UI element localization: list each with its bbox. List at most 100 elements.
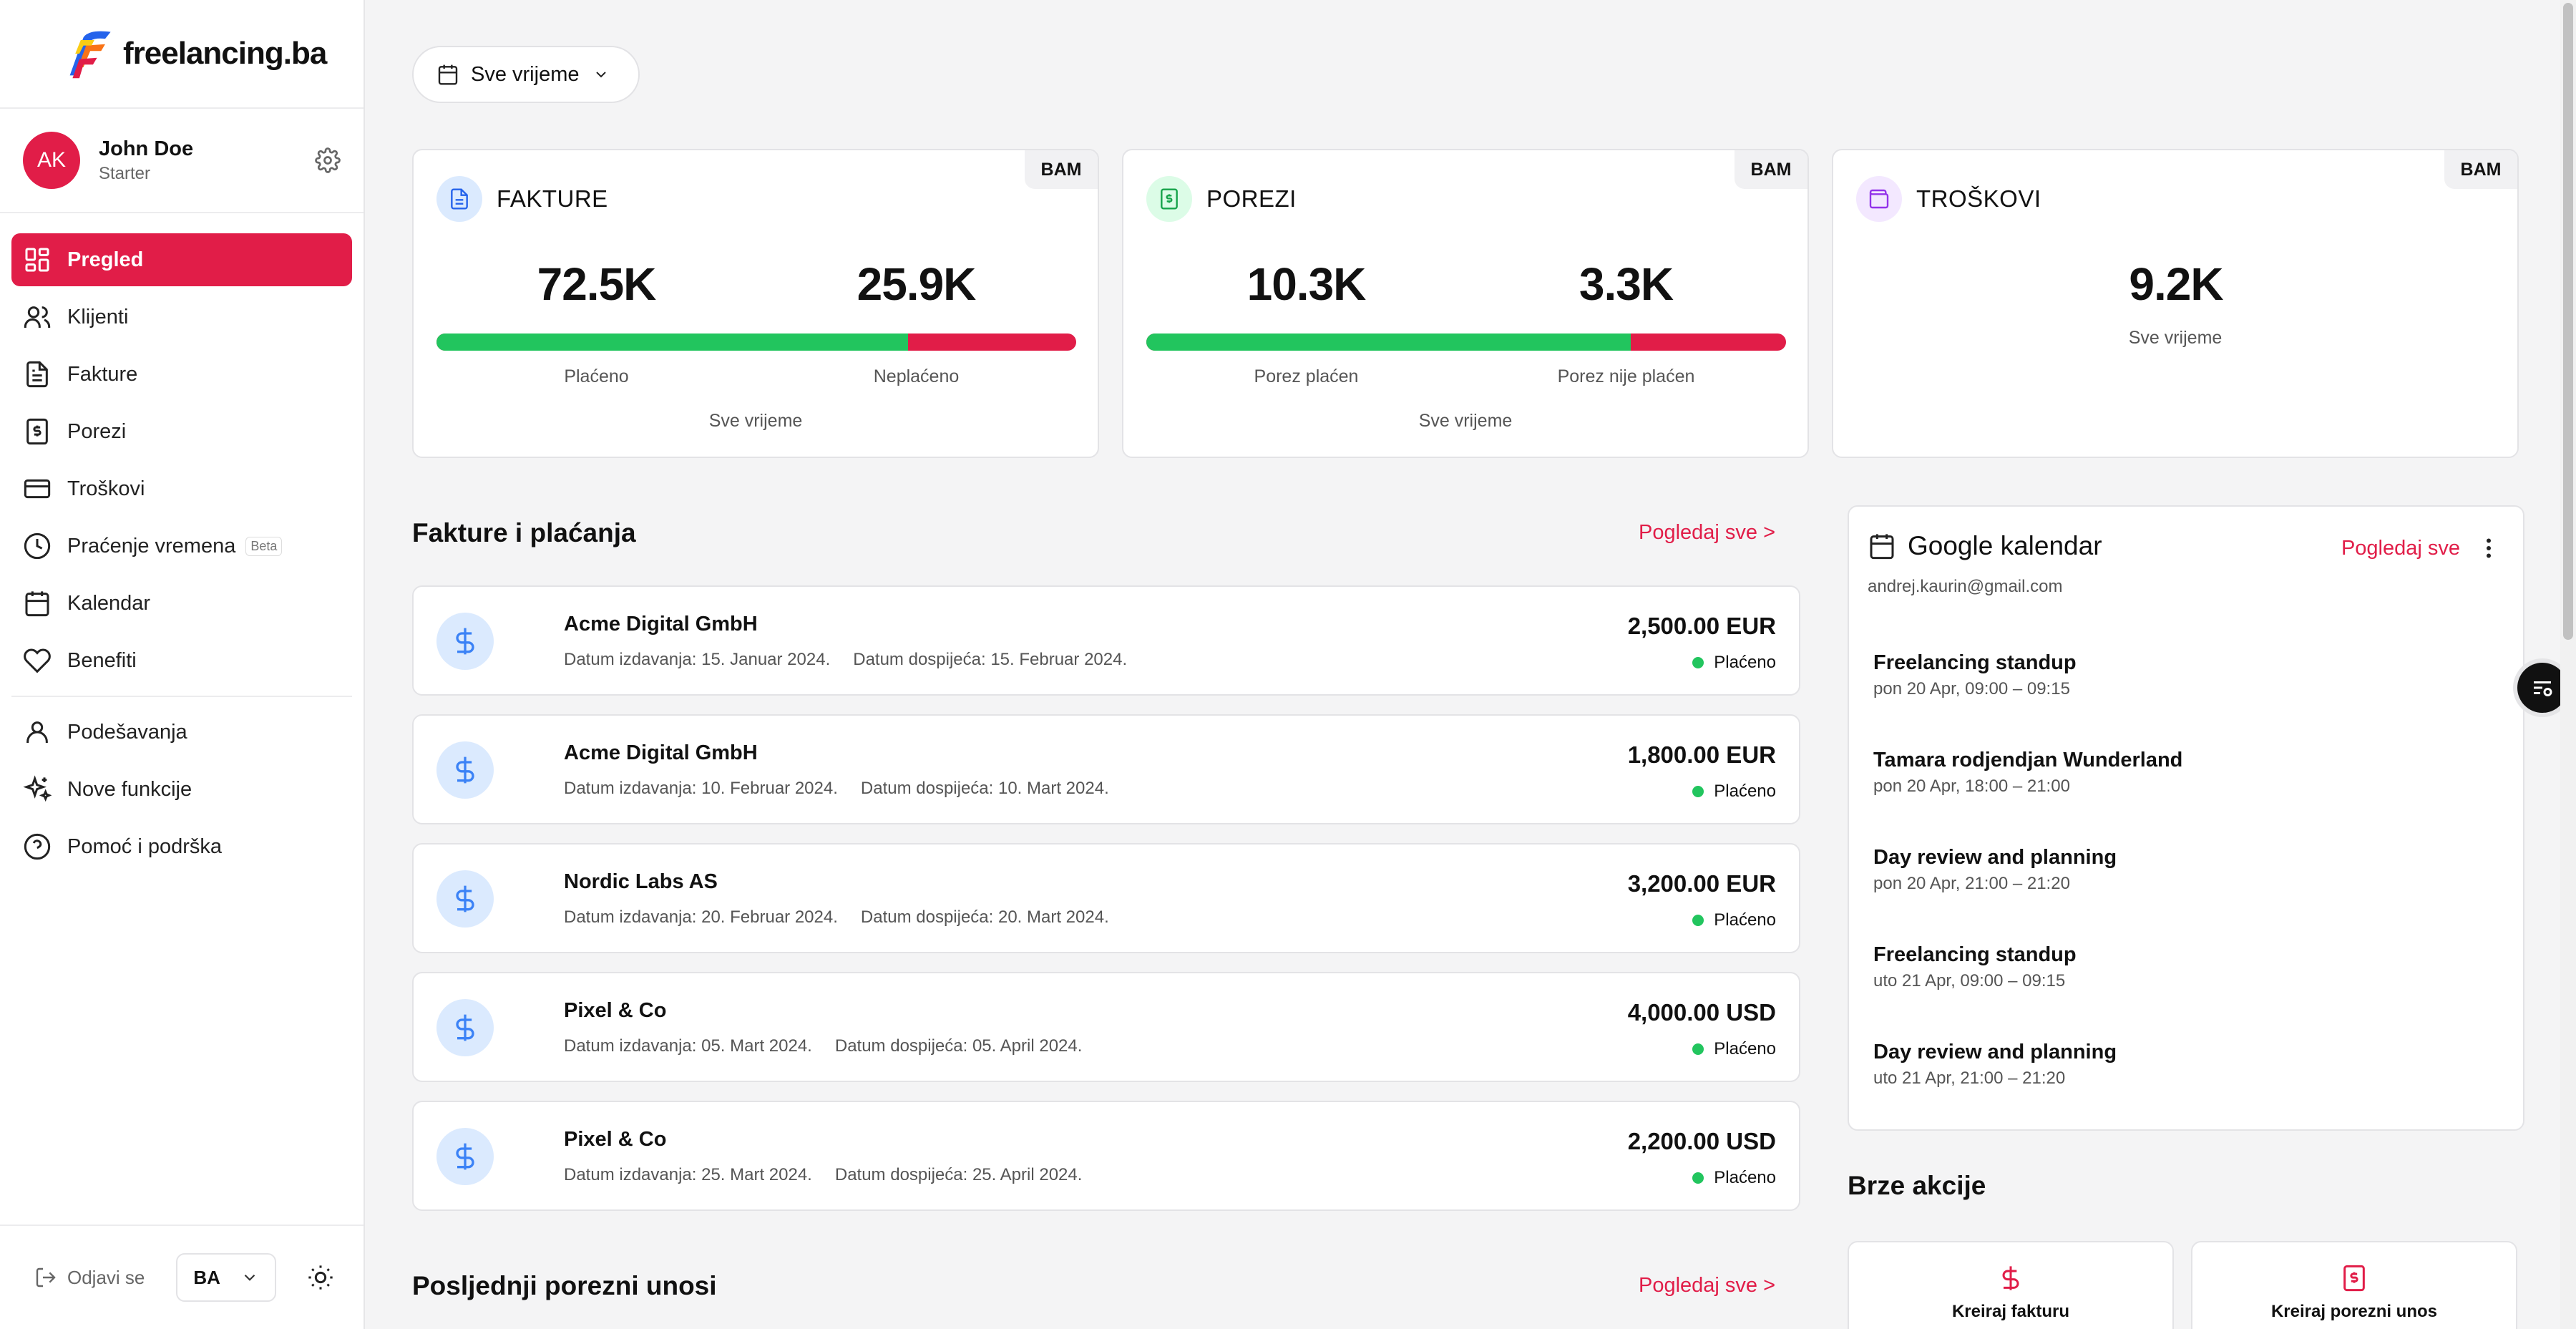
tax-entries-section-title: Posljednji porezni unosi <box>412 1271 717 1300</box>
tax-entries-see-all-link[interactable]: Pogledaj sve > <box>1639 1274 1776 1297</box>
gear-icon[interactable] <box>315 147 341 173</box>
invoice-icon-wrap <box>436 741 494 799</box>
calendar-event[interactable]: Freelancing standup pon 20 Apr, 09:00 – … <box>1873 651 2077 699</box>
nav-item-pregled[interactable]: Pregled <box>11 233 352 286</box>
status-dot <box>1692 786 1704 797</box>
create-invoice-button[interactable]: Kreiraj fakturu <box>1848 1241 2174 1329</box>
language-value: BA <box>193 1266 220 1288</box>
invoice-row[interactable]: Pixel & Co Datum izdavanja: 05. Mart 202… <box>412 972 1800 1082</box>
dollar-icon <box>456 885 474 912</box>
nav-item-benefiti[interactable]: Benefiti <box>11 634 352 687</box>
calendar-see-all-link[interactable]: Pogledaj sve <box>2341 537 2460 560</box>
clock-icon <box>24 532 51 560</box>
calendar-email: andrej.kaurin@gmail.com <box>1868 577 2063 596</box>
wallet-icon <box>1869 189 1889 209</box>
user-plan: Starter <box>99 163 151 183</box>
calendar-event[interactable]: Day review and planning pon 20 Apr, 21:0… <box>1873 846 2117 894</box>
scrollbar-thumb[interactable] <box>2563 3 2573 640</box>
nav-item-podesavanja[interactable]: Podešavanja <box>11 706 352 759</box>
sparkles-icon <box>23 775 52 802</box>
status-dot <box>1692 915 1704 926</box>
event-time: pon 20 Apr, 21:00 – 21:20 <box>1873 874 2070 893</box>
invoices-stat-card[interactable]: BAM FAKTURE 72.5K 25.9K Plaćeno Neplaćen… <box>412 149 1099 458</box>
language-select[interactable]: BA <box>176 1253 277 1302</box>
expenses-stat-card[interactable]: BAM TROŠKOVI 9.2K Sve vrijeme <box>1832 149 2519 458</box>
invoice-due-date: Datum dospijeća: 05. April 2024. <box>834 1036 1083 1056</box>
stat-period: Sve vrijeme <box>1418 411 1513 431</box>
sidebar: freelancing.ba AK John Doe Starter Pregl… <box>0 0 365 1329</box>
nav-item-porezi[interactable]: Porezi <box>11 405 352 458</box>
help-icon <box>24 833 51 860</box>
chevron-down-icon <box>595 72 606 78</box>
paid-value: 72.5K <box>537 258 657 310</box>
nav-label: Porezi <box>67 419 127 443</box>
status-label: Plaćeno <box>1714 653 1776 672</box>
invoice-amount: 3,200.00 EUR <box>1627 870 1776 897</box>
invoice-row[interactable]: Pixel & Co Datum izdavanja: 25. Mart 202… <box>412 1101 1800 1211</box>
nav-label: Podešavanja <box>67 720 187 744</box>
date-filter-label: Sve vrijeme <box>471 62 580 86</box>
brand-logo[interactable]: freelancing.ba <box>0 0 364 109</box>
nav-label: Troškovi <box>67 477 145 500</box>
paid-value: 10.3K <box>1246 258 1367 310</box>
paid-label: Porez plaćen <box>1254 366 1359 386</box>
invoice-row[interactable]: Nordic Labs AS Datum izdavanja: 20. Febr… <box>412 843 1800 953</box>
calendar-event[interactable]: Freelancing standup uto 21 Apr, 09:00 – … <box>1873 943 2077 991</box>
invoice-due-date: Datum dospijeća: 15. Februar 2024. <box>853 650 1128 669</box>
invoice-client: Acme Digital GmbH <box>564 613 758 636</box>
dollar-icon <box>456 1143 474 1170</box>
chevron-down-icon <box>245 1274 255 1281</box>
floating-menu-button[interactable] <box>2517 663 2567 713</box>
nav-item-nove-funkcije[interactable]: Nove funkcije <box>11 763 352 816</box>
quick-action-label: Kreiraj porezni unos <box>2270 1302 2438 1321</box>
event-time: uto 21 Apr, 09:00 – 09:15 <box>1873 971 2066 990</box>
invoice-row[interactable]: Acme Digital GmbH Datum izdavanja: 10. F… <box>412 714 1800 824</box>
user-icon <box>26 721 48 743</box>
dollar-icon <box>456 756 474 784</box>
status-label: Plaćeno <box>1714 1039 1776 1058</box>
invoice-amount: 2,500.00 EUR <box>1627 613 1776 639</box>
nav-item-pomoc[interactable]: Pomoć i podrška <box>11 820 352 873</box>
event-title: Freelancing standup <box>1873 943 2077 966</box>
stat-period: Sve vrijeme <box>2128 328 2223 348</box>
status-dot <box>1692 1172 1704 1184</box>
unpaid-value: 3.3K <box>1579 258 1674 310</box>
taxes-stat-card[interactable]: BAM POREZI 10.3K 3.3K Porez plaćen Porez… <box>1122 149 1809 458</box>
calendar-icon <box>1870 534 1894 560</box>
page-scrollbar[interactable] <box>2560 0 2576 1329</box>
currency-badge: BAM <box>2444 150 2517 189</box>
paid-progress-fill <box>436 334 908 351</box>
invoice-client: Nordic Labs AS <box>564 870 718 893</box>
nav-item-fakture[interactable]: Fakture <box>11 348 352 401</box>
invoices-see-all-link[interactable]: Pogledaj sve > <box>1639 521 1776 544</box>
main-nav: Pregled Klijenti Fakture Porezi Troškovi… <box>0 213 364 873</box>
tax-icon <box>1161 188 1178 210</box>
stat-icon-wrap <box>436 176 482 222</box>
calendar-event[interactable]: Tamara rodjendjan Wunderland pon 20 Apr,… <box>1873 749 2182 797</box>
file-icon <box>26 361 48 388</box>
sun-icon[interactable] <box>306 1263 335 1292</box>
stat-period: Sve vrijeme <box>708 411 803 431</box>
users-icon <box>24 306 51 328</box>
nav-label: Praćenje vremena <box>67 534 236 558</box>
nav-item-troskovi[interactable]: Troškovi <box>11 462 352 515</box>
nav-item-kalendar[interactable]: Kalendar <box>11 577 352 630</box>
main-content: Sve vrijeme BAM FAKTURE 72.5K 25.9K Plać… <box>365 0 2540 1329</box>
nav-label: Pomoć i podrška <box>67 834 222 858</box>
stat-title: FAKTURE <box>497 185 608 212</box>
date-filter[interactable]: Sve vrijeme <box>412 46 640 103</box>
avatar[interactable]: AK <box>23 132 80 189</box>
event-title: Freelancing standup <box>1873 651 2077 674</box>
logout-button[interactable]: Odjavi se <box>34 1266 145 1289</box>
logout-icon <box>36 1267 56 1287</box>
quick-actions-title: Brze akcije <box>1848 1171 1986 1200</box>
logout-label: Odjavi se <box>67 1266 145 1288</box>
invoice-amount: 4,000.00 USD <box>1627 999 1776 1026</box>
nav-item-klijenti[interactable]: Klijenti <box>11 291 352 344</box>
create-tax-entry-button[interactable]: Kreiraj porezni unos <box>2191 1241 2517 1329</box>
calendar-event[interactable]: Day review and planning uto 21 Apr, 21:0… <box>1873 1041 2117 1089</box>
more-vertical-icon[interactable] <box>2476 535 2502 561</box>
stat-icon-wrap <box>1856 176 1902 222</box>
invoice-row[interactable]: Acme Digital GmbH Datum izdavanja: 15. J… <box>412 585 1800 696</box>
nav-item-pracenje-vremena[interactable]: Praćenje vremena Beta <box>11 520 352 573</box>
